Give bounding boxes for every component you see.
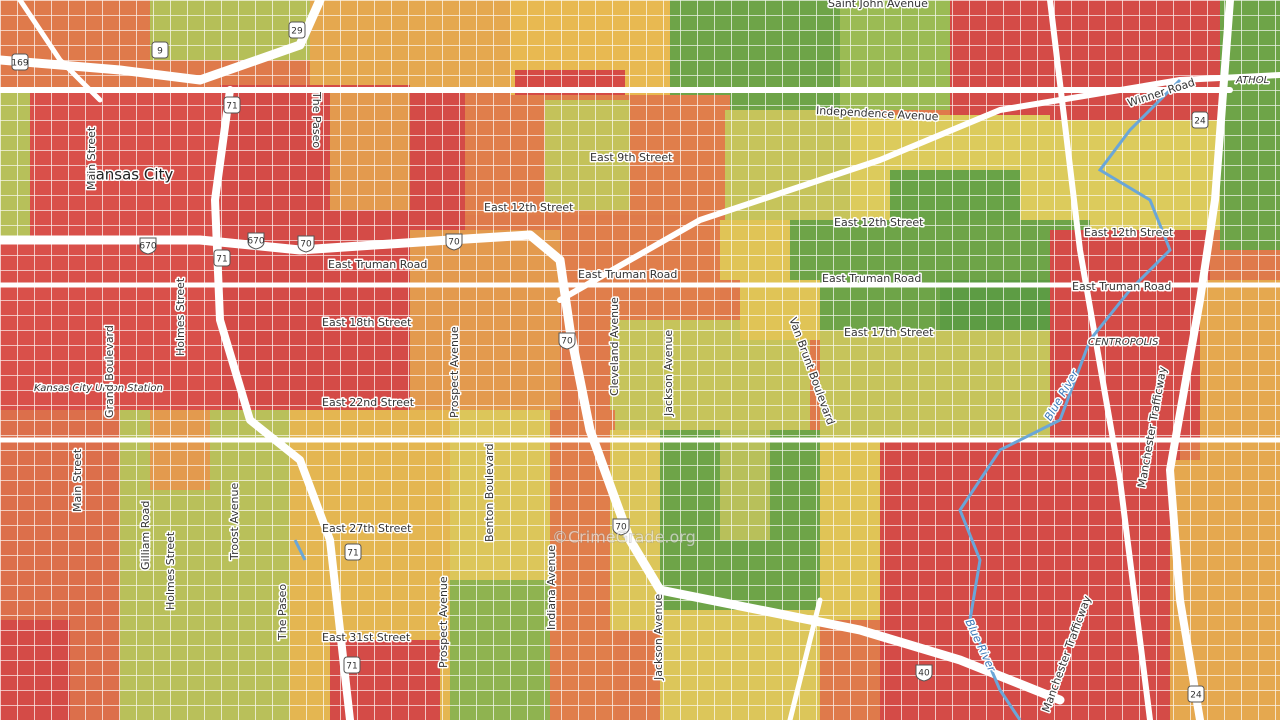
street-label: Main Street [85, 126, 98, 190]
shield-shape [247, 232, 265, 250]
route-shield: 29 [288, 21, 306, 39]
route-shield: 70 [558, 332, 576, 350]
place-labels: Kansas City Kansas City Union Station CE… [33, 74, 1271, 396]
shield-shape [139, 237, 157, 255]
street-label: Holmes Street [174, 277, 187, 356]
street-label: East 18th Street [322, 316, 412, 329]
shield-shape [915, 664, 933, 682]
shield-label: 40 [918, 669, 930, 679]
street-label: Prospect Avenue [448, 326, 461, 418]
shield-label: 670 [247, 237, 264, 247]
place-label: CENTROPOLIS [1088, 337, 1159, 348]
shield-label: 29 [291, 27, 303, 37]
shield-shape [445, 233, 463, 251]
shield-shape [1187, 685, 1205, 703]
shield-label: 169 [11, 59, 28, 69]
route-shield: 70 [445, 233, 463, 251]
street-label: East Truman Road [328, 258, 427, 271]
street-label: Jackson Avenue [662, 330, 675, 417]
watermark: ©CrimeGrade.org [552, 528, 696, 547]
route-shield: 70 [297, 235, 315, 253]
shield-label: 9 [157, 47, 163, 57]
street-label: Saint John Avenue [828, 0, 928, 10]
street-label: The Paseo [276, 584, 289, 641]
street-label: Holmes Street [164, 531, 177, 610]
shield-label: 70 [448, 238, 460, 248]
place-label: Kansas City Union Station [34, 383, 163, 394]
shield-shape [151, 41, 169, 59]
rivers [293, 78, 1182, 721]
shield-shape [288, 21, 306, 39]
shield-label: 71 [347, 549, 358, 559]
route-shield: 71 [223, 96, 241, 114]
street-label: Cleveland Avenue [608, 297, 621, 396]
street-label: East 9th Street [590, 151, 673, 164]
route-shield: 670 [247, 232, 265, 250]
street-label: East 27th Street [322, 522, 412, 535]
shield-label: 670 [139, 242, 156, 252]
shield-label: 71 [216, 255, 227, 265]
street-label: Jackson Avenue [652, 594, 665, 681]
shield-shape [612, 518, 630, 536]
shield-shape [1191, 111, 1209, 129]
shield-shape [344, 543, 362, 561]
street-label: Troost Avenue [228, 483, 241, 561]
route-shield: 71 [344, 543, 362, 561]
street-label: Benton Boulevard [483, 444, 496, 542]
shield-label: 70 [561, 337, 573, 347]
street-label: East 17th Street [844, 326, 934, 339]
shield-shape [223, 96, 241, 114]
shield-shape [558, 332, 576, 350]
street-label: East 12th Street [1084, 226, 1174, 239]
street-label: East 22nd Street [322, 396, 415, 409]
street-label: Gilliam Road [139, 501, 152, 570]
route-shield: 9 [151, 41, 169, 59]
street-label: East 31st Street [322, 631, 411, 644]
route-shield: 670 [139, 237, 157, 255]
street-label: East 12th Street [484, 201, 574, 214]
shield-label: 24 [1194, 117, 1206, 127]
route-shield: 70 [612, 518, 630, 536]
street-label: Main Street [71, 448, 84, 512]
place-label: ATHOL [1235, 75, 1269, 86]
street-label: East Truman Road [1072, 280, 1171, 293]
shield-label: 71 [346, 662, 357, 672]
street-label: East 12th Street [834, 216, 924, 229]
street-label: Prospect Avenue [437, 576, 450, 668]
route-shield: 71 [343, 656, 361, 674]
route-shields: 169 9 29 71 670 670 70 70 71 70 70 71 71 24 40 24 [11, 21, 1209, 703]
shield-shape [343, 656, 361, 674]
street-label: East Truman Road [578, 268, 677, 281]
route-shield: 71 [213, 249, 231, 267]
shield-shape [297, 235, 315, 253]
place-label: Kansas City [86, 166, 173, 184]
route-shield: 169 [11, 53, 29, 71]
street-label: The Paseo [310, 91, 323, 148]
street-label: Grand Boulevard [103, 325, 116, 418]
shield-label: 24 [1190, 691, 1202, 701]
route-shield: 24 [1191, 111, 1209, 129]
shield-shape [213, 249, 231, 267]
route-shield: 40 [915, 664, 933, 682]
street-label: East Truman Road [822, 272, 921, 285]
street-label: Indiana Avenue [545, 545, 558, 630]
shield-label: 70 [615, 523, 627, 533]
shield-label: 70 [300, 240, 312, 250]
shield-label: 71 [226, 102, 237, 112]
shield-shape [11, 53, 29, 71]
route-shield: 24 [1187, 685, 1205, 703]
